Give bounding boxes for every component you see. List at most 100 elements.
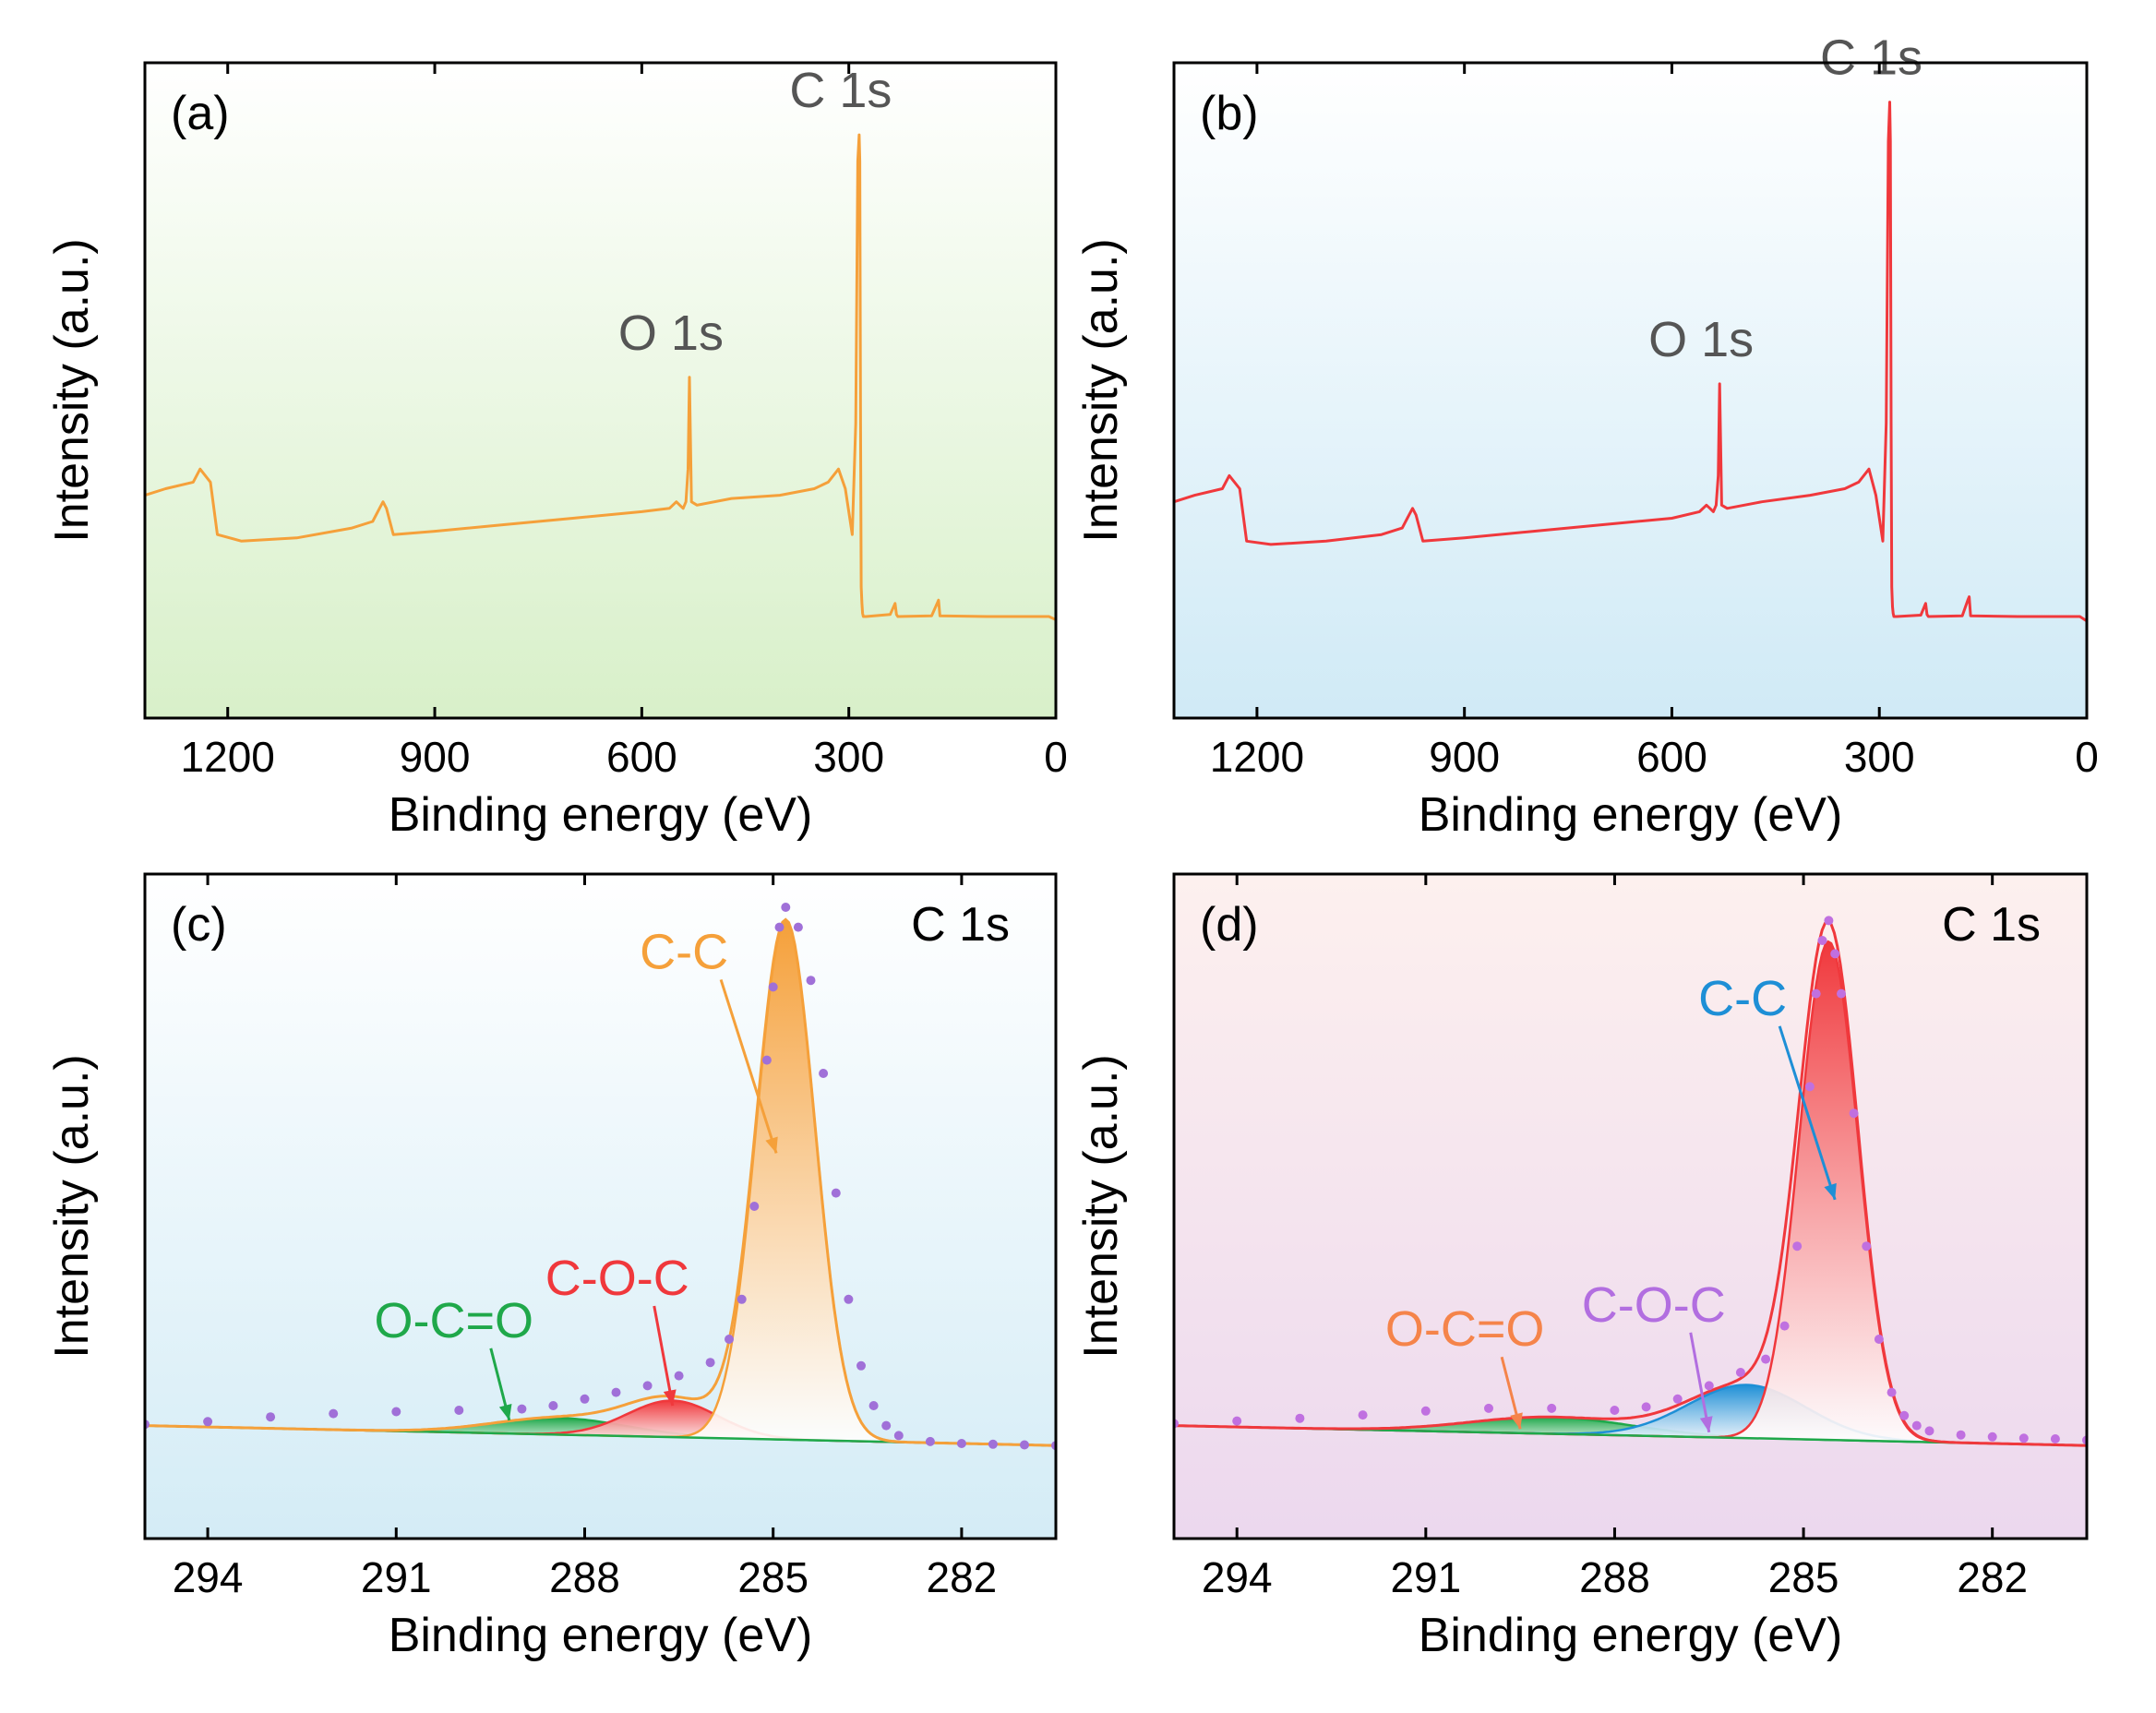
data-point [1987,1431,1997,1442]
corner-title: C 1s [1942,898,2041,952]
data-point [674,1371,684,1381]
data-point [1924,1426,1934,1436]
data-point [1792,1241,1803,1252]
data-point [761,1055,772,1065]
x-tick-label: 1200 [181,733,275,781]
data-point [774,922,785,932]
raw-data-points [1174,916,2087,1445]
peak-label: O-C=O [375,1293,534,1348]
plot-area [1174,916,2087,1447]
x-tick-label: 294 [173,1553,244,1601]
plot-background [1174,63,2087,718]
fit-envelope [1174,919,2087,1447]
data-point [806,976,816,986]
x-axis-title: Binding energy (eV) [1419,788,1843,842]
data-point [1830,949,1840,959]
data-point [2050,1434,2060,1443]
data-point [1899,1410,1910,1420]
data-point [1811,988,1821,999]
data-point [956,1439,966,1448]
x-tick-label: 282 [1957,1553,2028,1601]
x-tick-label: 900 [400,733,471,781]
x-axis-title: Binding energy (eV) [1419,1609,1843,1662]
panel-label: (d) [1200,898,1259,952]
plot-background [1174,874,2087,1539]
data-point [1420,1406,1431,1416]
plot-background [145,874,1056,1539]
plot-area [145,903,1056,1451]
data-point [2018,1433,2029,1443]
peak-fill-c-c [145,921,1056,1446]
panel-label: (b) [1200,87,1259,140]
annotation-arrowhead [1699,1416,1713,1432]
x-tick-label: 288 [549,1553,620,1601]
data-point [1704,1381,1714,1391]
plot-area [145,133,1056,621]
plot-frame [1172,872,2089,1540]
data-point [705,1358,715,1368]
peak-label: O-C=O [1385,1301,1545,1357]
data-point [1672,1394,1683,1404]
data-point [1817,936,1827,945]
peak-label: O 1s [618,305,724,361]
annotation-arrow [653,1305,675,1407]
data-point [1824,916,1834,926]
panel-b: C 1s O 1s 1200 900 600 300 0 Binding energy (eV… [1074,30,2099,842]
data-point [1232,1416,1242,1426]
data-point [329,1408,339,1419]
data-point [793,922,803,932]
fit-envelope [145,917,1056,1447]
plot-background [145,63,1056,718]
data-point [1641,1402,1651,1412]
annotation-arrowhead [1824,1182,1837,1200]
data-point [1484,1403,1493,1413]
panel-label: (c) [171,898,227,952]
survey-line [145,133,1056,621]
data-point [266,1412,276,1422]
data-point [548,1401,558,1410]
x-tick-label: 285 [1768,1553,1839,1601]
data-point [893,1431,904,1441]
panel-c: C-C C-O-CO-C=O C 1s 294 291 288 285 282 Binding … [45,872,1058,1662]
data-point [1862,1241,1872,1252]
y-axis-title: Intensity (a.u.) [45,1054,99,1358]
x-axis-title: Binding energy (eV) [389,788,813,842]
annotation-arrowhead [663,1389,677,1406]
x-axis-title: Binding energy (eV) [389,1609,813,1662]
plot-frame [143,61,1058,720]
data-point [819,1069,829,1078]
x-tick-label: 291 [1390,1553,1461,1601]
data-point [1779,1321,1790,1331]
plot-area [1174,101,2087,623]
survey-line [1174,101,2087,623]
peak-label: C 1s [789,63,892,118]
annotation-arrow [1778,1025,1837,1201]
data-point [856,1360,866,1371]
peak-label: C 1s [1820,30,1922,86]
x-tick-label: 600 [1636,733,1707,781]
annotation-arrowhead [765,1136,778,1154]
data-point [1849,1108,1859,1119]
y-axis-title: Intensity (a.u.) [1074,238,1128,542]
data-point [844,1294,854,1304]
data-point [1358,1410,1368,1420]
peak-fill-c-c [1174,941,2087,1446]
data-point [1886,1387,1897,1397]
x-tick-label: 282 [927,1553,998,1601]
corner-title: C 1s [911,898,1010,952]
panel-label: (a) [171,87,230,140]
data-point [781,903,791,912]
data-point [1295,1413,1305,1423]
data-point [391,1407,401,1417]
x-tick-label: 288 [1579,1553,1650,1601]
x-tick-label: 300 [813,733,884,781]
x-tick-label: 0 [1044,733,1068,781]
raw-data-points [145,903,1056,1451]
peak-label: C-O-C [545,1251,689,1306]
data-point [1610,1406,1620,1415]
panel-d: C-C C-O-C O-C=O C 1s 294 291 288 285 282 Binding … [1074,872,2089,1662]
data-point [1804,1082,1815,1092]
data-point [203,1417,213,1427]
data-point [1911,1420,1922,1431]
peak-label: O 1s [1648,312,1754,367]
